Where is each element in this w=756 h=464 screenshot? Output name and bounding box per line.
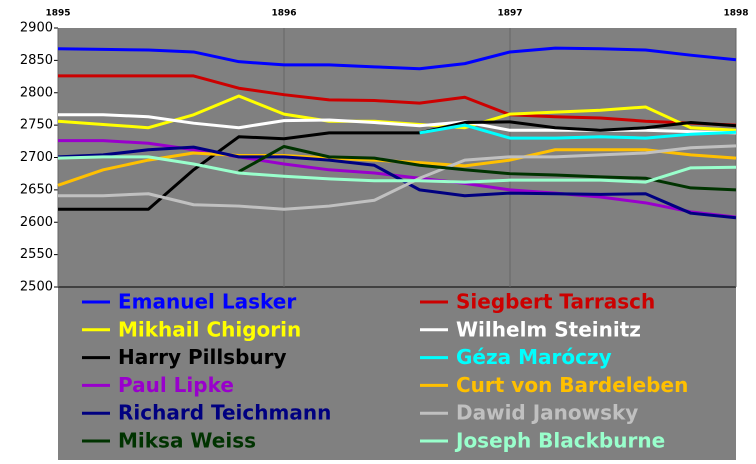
x-tick-label: 1895: [45, 9, 70, 19]
series-line: [57, 155, 737, 184]
y-tick-label: 2750: [20, 118, 53, 133]
y-tick-label: 2900: [20, 21, 53, 36]
y-tick-label: 2700: [20, 150, 53, 165]
y-tick-label: 2500: [20, 280, 53, 295]
y-tick-label: 2600: [20, 215, 53, 230]
y-tick-label: 2850: [20, 53, 53, 68]
legend-label: Joseph Blackburne: [454, 429, 665, 453]
x-tick-label: 1898: [723, 9, 748, 19]
series-line: [58, 120, 737, 211]
series-line: [57, 46, 737, 71]
y-tick-label: 2550: [20, 247, 53, 262]
series-line: [57, 145, 737, 220]
legend-label: Curt von Bardeleben: [456, 373, 688, 397]
legend-label: Richard Teichmann: [118, 401, 331, 425]
series-line: [419, 123, 737, 140]
series-line: [58, 139, 737, 219]
legend-label: Siegbert Tarrasch: [456, 290, 655, 314]
x-tick-label: 1897: [497, 9, 522, 19]
legend-label: Géza Maróczy: [456, 345, 612, 369]
series-line: [58, 74, 737, 127]
legend-label: Emanuel Lasker: [118, 290, 296, 314]
legend-label: Miksa Weiss: [118, 429, 256, 453]
legend-label: Wilhelm Steinitz: [456, 317, 641, 341]
plot-background: [58, 28, 736, 460]
legend-label: Harry Pillsbury: [118, 345, 287, 369]
series-line: [58, 144, 737, 211]
legend-label: Paul Lipke: [118, 373, 234, 397]
legend-label: Dawid Janowsky: [456, 401, 638, 425]
legend-label: Mikhail Chigorin: [118, 317, 301, 341]
y-tick-label: 2800: [20, 85, 53, 100]
y-tick-label: 2650: [20, 182, 53, 197]
x-tick-label: 1896: [271, 9, 296, 19]
